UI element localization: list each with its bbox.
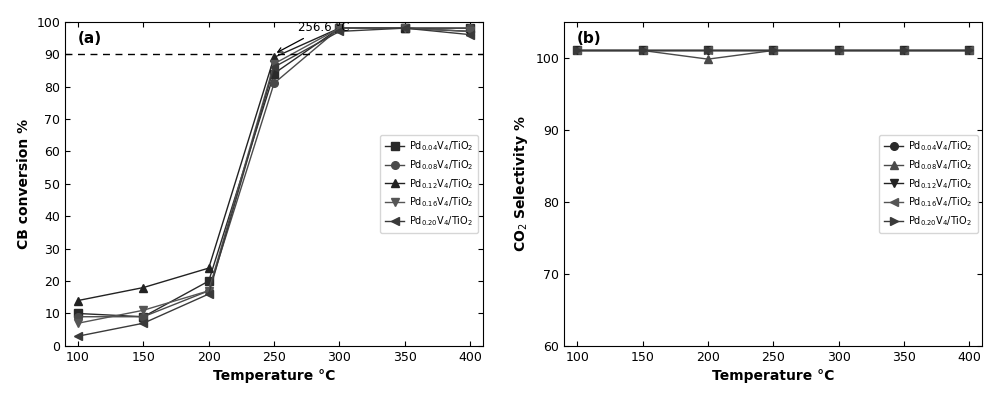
Pd$_{0.04}$V$_{4}$/TiO$_{2}$ [399,26,411,30]
Line: Pd$_{0.08}$V$_{4}$/TiO$_{2}$: Pd$_{0.08}$V$_{4}$/TiO$_{2}$ [573,47,973,63]
Pd$_{0.16}$V$_{4}$/TiO$_{2}$ [833,48,845,53]
Pd$_{0.20}$V$_{4}$/TiO$_{2}$ [898,48,910,53]
Pd$_{0.16}$V$_{4}$/TiO$_{2}$ [333,26,345,30]
Pd$_{0.12}$V$_{4}$/TiO$_{2}$ [571,48,583,53]
Pd$_{0.16}$V$_{4}$/TiO$_{2}$ [637,48,649,53]
Pd$_{0.16}$V$_{4}$/TiO$_{2}$ [137,308,149,313]
Pd$_{0.16}$V$_{4}$/TiO$_{2}$ [72,321,84,326]
Pd$_{0.04}$V$_{4}$/TiO$_{2}$ [767,48,779,53]
Pd$_{0.08}$V$_{4}$/TiO$_{2}$ [898,48,910,53]
Text: (a): (a) [78,31,102,46]
Pd$_{0.04}$V$_{4}$/TiO$_{2}$ [137,314,149,319]
Line: Pd$_{0.20}$V$_{4}$/TiO$_{2}$: Pd$_{0.20}$V$_{4}$/TiO$_{2}$ [74,24,474,340]
Pd$_{0.16}$V$_{4}$/TiO$_{2}$ [203,288,215,293]
Pd$_{0.16}$V$_{4}$/TiO$_{2}$ [702,48,714,53]
Text: (b): (b) [577,31,601,46]
Y-axis label: CB conversion %: CB conversion % [17,119,31,249]
Pd$_{0.20}$V$_{4}$/TiO$_{2}$ [464,32,476,37]
Line: Pd$_{0.12}$V$_{4}$/TiO$_{2}$: Pd$_{0.12}$V$_{4}$/TiO$_{2}$ [74,24,474,304]
Pd$_{0.20}$V$_{4}$/TiO$_{2}$ [571,48,583,53]
Pd$_{0.08}$V$_{4}$/TiO$_{2}$ [702,57,714,62]
Pd$_{0.20}$V$_{4}$/TiO$_{2}$ [268,65,280,70]
Pd$_{0.16}$V$_{4}$/TiO$_{2}$ [464,29,476,34]
Pd$_{0.12}$V$_{4}$/TiO$_{2}$ [333,26,345,30]
Pd$_{0.08}$V$_{4}$/TiO$_{2}$ [399,26,411,30]
Pd$_{0.20}$V$_{4}$/TiO$_{2}$ [963,48,975,53]
Pd$_{0.08}$V$_{4}$/TiO$_{2}$ [333,26,345,30]
Pd$_{0.12}$V$_{4}$/TiO$_{2}$ [963,48,975,53]
Text: 256.6 °C: 256.6 °C [278,21,349,52]
Pd$_{0.04}$V$_{4}$/TiO$_{2}$ [833,48,845,53]
Pd$_{0.08}$V$_{4}$/TiO$_{2}$ [268,81,280,86]
Pd$_{0.16}$V$_{4}$/TiO$_{2}$ [399,26,411,30]
Pd$_{0.08}$V$_{4}$/TiO$_{2}$ [963,48,975,53]
Pd$_{0.04}$V$_{4}$/TiO$_{2}$ [268,71,280,76]
Pd$_{0.08}$V$_{4}$/TiO$_{2}$ [571,48,583,53]
Pd$_{0.12}$V$_{4}$/TiO$_{2}$ [767,48,779,53]
Pd$_{0.20}$V$_{4}$/TiO$_{2}$ [702,48,714,53]
Pd$_{0.08}$V$_{4}$/TiO$_{2}$ [637,48,649,53]
Pd$_{0.16}$V$_{4}$/TiO$_{2}$ [963,48,975,53]
Line: Pd$_{0.16}$V$_{4}$/TiO$_{2}$: Pd$_{0.16}$V$_{4}$/TiO$_{2}$ [74,24,474,327]
Pd$_{0.08}$V$_{4}$/TiO$_{2}$ [137,314,149,319]
X-axis label: Temperature °C: Temperature °C [213,369,335,383]
Pd$_{0.20}$V$_{4}$/TiO$_{2}$ [833,48,845,53]
Pd$_{0.04}$V$_{4}$/TiO$_{2}$ [963,48,975,53]
Pd$_{0.20}$V$_{4}$/TiO$_{2}$ [637,48,649,53]
Line: Pd$_{0.16}$V$_{4}$/TiO$_{2}$: Pd$_{0.16}$V$_{4}$/TiO$_{2}$ [573,47,973,54]
Pd$_{0.16}$V$_{4}$/TiO$_{2}$ [898,48,910,53]
Line: Pd$_{0.04}$V$_{4}$/TiO$_{2}$: Pd$_{0.04}$V$_{4}$/TiO$_{2}$ [573,47,973,54]
Line: Pd$_{0.04}$V$_{4}$/TiO$_{2}$: Pd$_{0.04}$V$_{4}$/TiO$_{2}$ [74,24,474,320]
Pd$_{0.04}$V$_{4}$/TiO$_{2}$ [702,48,714,53]
Pd$_{0.04}$V$_{4}$/TiO$_{2}$ [898,48,910,53]
Pd$_{0.04}$V$_{4}$/TiO$_{2}$ [571,48,583,53]
Pd$_{0.20}$V$_{4}$/TiO$_{2}$ [137,321,149,326]
Pd$_{0.12}$V$_{4}$/TiO$_{2}$ [637,48,649,53]
Pd$_{0.08}$V$_{4}$/TiO$_{2}$ [464,26,476,30]
Pd$_{0.16}$V$_{4}$/TiO$_{2}$ [767,48,779,53]
Pd$_{0.20}$V$_{4}$/TiO$_{2}$ [767,48,779,53]
Pd$_{0.12}$V$_{4}$/TiO$_{2}$ [833,48,845,53]
Line: Pd$_{0.12}$V$_{4}$/TiO$_{2}$: Pd$_{0.12}$V$_{4}$/TiO$_{2}$ [573,47,973,54]
Y-axis label: CO$_{2}$ Selectivity %: CO$_{2}$ Selectivity % [512,116,530,252]
Pd$_{0.08}$V$_{4}$/TiO$_{2}$ [767,48,779,53]
Pd$_{0.12}$V$_{4}$/TiO$_{2}$ [268,55,280,60]
Legend: Pd$_{0.04}$V$_{4}$/TiO$_{2}$, Pd$_{0.08}$V$_{4}$/TiO$_{2}$, Pd$_{0.12}$V$_{4}$/T: Pd$_{0.04}$V$_{4}$/TiO$_{2}$, Pd$_{0.08}… [879,135,978,233]
Pd$_{0.20}$V$_{4}$/TiO$_{2}$ [203,292,215,296]
Pd$_{0.04}$V$_{4}$/TiO$_{2}$ [203,279,215,284]
Pd$_{0.20}$V$_{4}$/TiO$_{2}$ [399,26,411,30]
Pd$_{0.20}$V$_{4}$/TiO$_{2}$ [333,29,345,34]
Line: Pd$_{0.20}$V$_{4}$/TiO$_{2}$: Pd$_{0.20}$V$_{4}$/TiO$_{2}$ [573,47,973,54]
Pd$_{0.04}$V$_{4}$/TiO$_{2}$ [464,26,476,30]
Pd$_{0.12}$V$_{4}$/TiO$_{2}$ [72,298,84,303]
Pd$_{0.20}$V$_{4}$/TiO$_{2}$ [72,334,84,338]
Pd$_{0.08}$V$_{4}$/TiO$_{2}$ [833,48,845,53]
Pd$_{0.16}$V$_{4}$/TiO$_{2}$ [268,62,280,66]
Legend: Pd$_{0.04}$V$_{4}$/TiO$_{2}$, Pd$_{0.08}$V$_{4}$/TiO$_{2}$, Pd$_{0.12}$V$_{4}$/T: Pd$_{0.04}$V$_{4}$/TiO$_{2}$, Pd$_{0.08}… [380,135,478,233]
Pd$_{0.04}$V$_{4}$/TiO$_{2}$ [637,48,649,53]
Line: Pd$_{0.08}$V$_{4}$/TiO$_{2}$: Pd$_{0.08}$V$_{4}$/TiO$_{2}$ [74,24,474,320]
Pd$_{0.16}$V$_{4}$/TiO$_{2}$ [571,48,583,53]
Pd$_{0.08}$V$_{4}$/TiO$_{2}$ [203,288,215,293]
Pd$_{0.04}$V$_{4}$/TiO$_{2}$ [72,311,84,316]
Pd$_{0.04}$V$_{4}$/TiO$_{2}$ [333,26,345,30]
Pd$_{0.12}$V$_{4}$/TiO$_{2}$ [898,48,910,53]
Pd$_{0.12}$V$_{4}$/TiO$_{2}$ [702,48,714,53]
Pd$_{0.12}$V$_{4}$/TiO$_{2}$ [203,266,215,270]
Pd$_{0.12}$V$_{4}$/TiO$_{2}$ [137,285,149,290]
Pd$_{0.12}$V$_{4}$/TiO$_{2}$ [399,26,411,30]
X-axis label: Temperature °C: Temperature °C [712,369,834,383]
Pd$_{0.12}$V$_{4}$/TiO$_{2}$ [464,29,476,34]
Pd$_{0.08}$V$_{4}$/TiO$_{2}$ [72,314,84,319]
